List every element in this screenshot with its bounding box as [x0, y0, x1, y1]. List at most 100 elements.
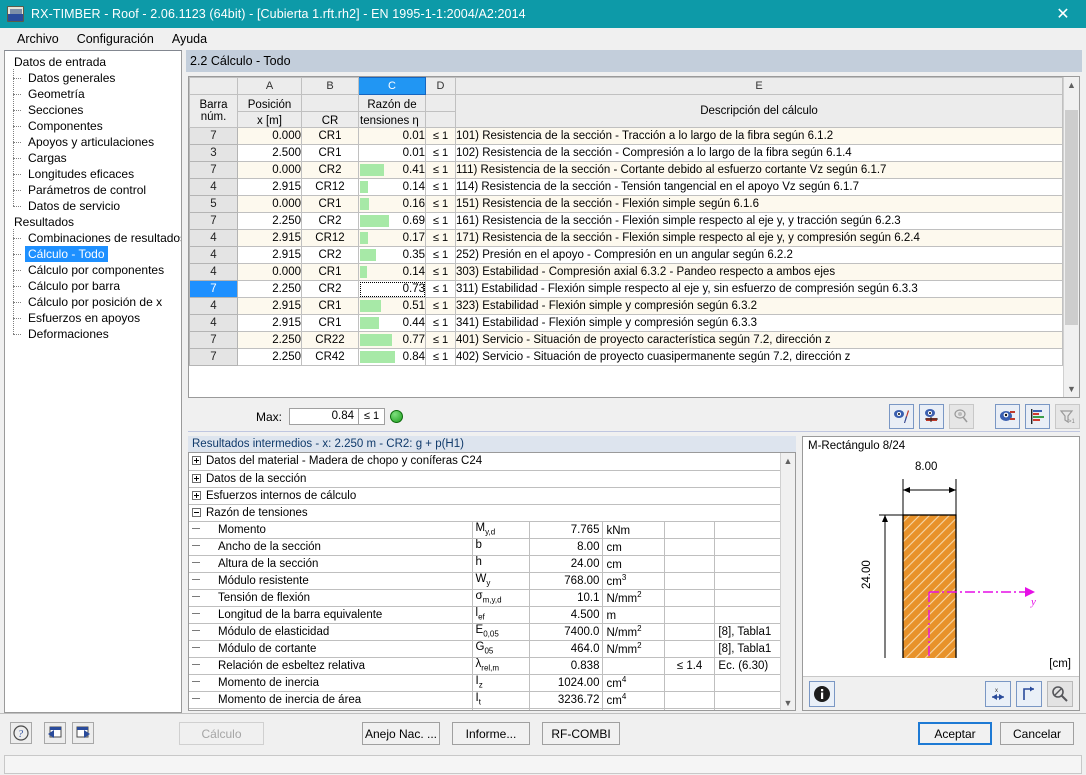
cell-descripcion[interactable]: 323) Estabilidad - Flexión simple y comp…: [455, 297, 1063, 315]
sidebar-item-componentes[interactable]: Componentes: [9, 117, 181, 134]
column-letter-b[interactable]: B: [301, 77, 359, 95]
sidebar-item-calculo-por-componentes[interactable]: Cálculo por componentes: [9, 261, 181, 278]
column-letter-c[interactable]: C: [358, 77, 426, 95]
table-row[interactable]: 4 0.000 CR1 0.14 ≤ 1 303) Estabilidad - …: [189, 263, 1063, 281]
cell-cr[interactable]: CR2: [301, 212, 359, 230]
cell-posicion[interactable]: 0.000: [237, 195, 302, 213]
cell-cr[interactable]: CR1: [301, 144, 359, 162]
list-item[interactable]: Tensión crítica de flexión σm,crit 34.2 …: [189, 708, 781, 710]
list-item[interactable]: Módulo de elasticidad E0,05 7400.0 N/mm2…: [189, 623, 781, 641]
cell-ratio[interactable]: 0.35: [358, 246, 426, 264]
cell-descripcion[interactable]: 114) Resistencia de la sección - Tensión…: [455, 178, 1063, 196]
list-item[interactable]: Altura de la sección h 24.00 cm: [189, 555, 781, 573]
navigation-tree[interactable]: Datos de entrada Datos generales Geometr…: [4, 50, 182, 713]
row-number[interactable]: 4: [189, 314, 238, 332]
row-number[interactable]: 7: [189, 212, 238, 230]
cell-ratio[interactable]: 0.84: [358, 348, 426, 366]
cell-ratio[interactable]: 0.44: [358, 314, 426, 332]
menu-item-configuracion[interactable]: Configuración: [76, 32, 154, 46]
group-datos-de-la-seccion[interactable]: Datos de la sección: [189, 470, 781, 488]
list-item[interactable]: Momento My,d 7.765 kNm: [189, 521, 781, 539]
column-letter-a[interactable]: A: [237, 77, 302, 95]
sidebar-item-geometria[interactable]: Geometría: [9, 85, 181, 102]
cell-cr[interactable]: CR42: [301, 348, 359, 366]
expand-icon[interactable]: [192, 473, 201, 483]
cell-cr[interactable]: CR22: [301, 331, 359, 349]
scroll-down-icon[interactable]: ▼: [1064, 381, 1079, 397]
group-row[interactable]: Datos del material - Madera de chopo y c…: [189, 453, 781, 471]
sidebar-item-calculo-por-posicion-de-x[interactable]: Cálculo por posición de x: [9, 293, 181, 310]
row-number[interactable]: 7: [189, 331, 238, 349]
menu-item-ayuda[interactable]: Ayuda: [171, 32, 208, 46]
cell-posicion[interactable]: 2.915: [237, 314, 302, 332]
table-row[interactable]: 7 2.250 CR2 0.73 ≤ 1 311) Estabilidad - …: [189, 280, 1063, 298]
row-number[interactable]: 5: [189, 195, 238, 213]
row-number[interactable]: 7: [189, 348, 238, 366]
table-row[interactable]: 7 0.000 CR2 0.41 ≤ 1 111) Resistencia de…: [189, 161, 1063, 179]
grid-corner[interactable]: [189, 77, 238, 95]
cell-cr[interactable]: CR1: [301, 297, 359, 315]
group-row[interactable]: Esfuerzos internos de cálculo: [189, 487, 781, 505]
table-row[interactable]: 5 0.000 CR1 0.16 ≤ 1 151) Resistencia de…: [189, 195, 1063, 213]
sidebar-item-datos-generales[interactable]: Datos generales: [9, 69, 181, 86]
sidebar-item-apoyos-y-articulaciones[interactable]: Apoyos y articulaciones: [9, 133, 181, 150]
list-item[interactable]: Tensión de flexión σm,y,d 10.1 N/mm2: [189, 589, 781, 607]
row-number[interactable]: 4: [189, 229, 238, 247]
cell-descripcion[interactable]: 401) Servicio - Situación de proyecto ca…: [455, 331, 1063, 349]
group-razon-de-tensiones[interactable]: Razón de tensiones: [189, 504, 781, 522]
sidebar-item-combinaciones-de-resultados[interactable]: Combinaciones de resultados: [9, 229, 181, 246]
next-window-button[interactable]: [72, 722, 94, 744]
cell-posicion[interactable]: 2.250: [237, 212, 302, 230]
table-row[interactable]: 4 2.915 CR12 0.14 ≤ 1 114) Resistencia d…: [189, 178, 1063, 196]
collapse-icon[interactable]: [192, 507, 201, 517]
cell-descripcion[interactable]: 402) Servicio - Situación de proyecto cu…: [455, 348, 1063, 366]
cell-ratio[interactable]: 0.16: [358, 195, 426, 213]
visibility-results-button[interactable]: [995, 404, 1020, 429]
row-number[interactable]: 4: [189, 297, 238, 315]
close-icon[interactable]: ✕: [1056, 4, 1070, 23]
cell-posicion[interactable]: 2.250: [237, 331, 302, 349]
cell-descripcion[interactable]: 311) Estabilidad - Flexión simple respec…: [455, 280, 1063, 298]
scroll-down-icon[interactable]: ▼: [783, 697, 793, 708]
table-row[interactable]: 4 2.915 CR2 0.35 ≤ 1 252) Presión en el …: [189, 246, 1063, 264]
tree-group-datos-de-entrada[interactable]: Datos de entrada: [9, 54, 181, 70]
cell-descripcion[interactable]: 341) Estabilidad - Flexión simple y comp…: [455, 314, 1063, 332]
sidebar-item-calculo-todo[interactable]: Cálculo - Todo: [9, 245, 181, 262]
table-row[interactable]: 4 2.915 CR1 0.51 ≤ 1 323) Estabilidad - …: [189, 297, 1063, 315]
cell-ratio[interactable]: 0.73: [358, 280, 426, 298]
table-row[interactable]: 7 2.250 CR42 0.84 ≤ 1 402) Servicio - Si…: [189, 348, 1063, 366]
row-number[interactable]: 4: [189, 263, 238, 281]
cell-descripcion[interactable]: 111) Resistencia de la sección - Cortant…: [455, 161, 1063, 179]
cross-section-viewer[interactable]: M-Rectángulo 8/24: [802, 436, 1080, 711]
sidebar-item-deformaciones[interactable]: Deformaciones: [9, 325, 181, 342]
table-row[interactable]: 7 2.250 CR2 0.69 ≤ 1 161) Resistencia de…: [189, 212, 1063, 230]
row-number[interactable]: 3: [189, 144, 238, 162]
cell-descripcion[interactable]: 252) Presión en el apoyo - Compresión en…: [455, 246, 1063, 264]
cancel-button[interactable]: Cancelar: [1000, 722, 1074, 745]
cell-cr[interactable]: CR1: [301, 314, 359, 332]
cell-ratio[interactable]: 0.51: [358, 297, 426, 315]
cell-descripcion[interactable]: 102) Resistencia de la sección - Compres…: [455, 144, 1063, 162]
cell-posicion[interactable]: 2.915: [237, 297, 302, 315]
cell-ratio[interactable]: 0.69: [358, 212, 426, 230]
help-button[interactable]: ?: [10, 722, 32, 744]
sidebar-item-parametros-de-control[interactable]: Parámetros de control: [9, 181, 181, 198]
cell-descripcion[interactable]: 303) Estabilidad - Compresión axial 6.3.…: [455, 263, 1063, 281]
cell-cr[interactable]: CR1: [301, 127, 359, 145]
group-row[interactable]: Razón de tensiones: [189, 504, 781, 522]
row-number[interactable]: 4: [189, 246, 238, 264]
view-results-3d-button[interactable]: [919, 404, 944, 429]
cell-ratio[interactable]: 0.01: [358, 127, 426, 145]
table-row[interactable]: 3 2.500 CR1 0.01 ≤ 1 102) Resistencia de…: [189, 144, 1063, 162]
cell-cr[interactable]: CR1: [301, 195, 359, 213]
cell-cr[interactable]: CR2: [301, 246, 359, 264]
sidebar-item-calculo-por-barra[interactable]: Cálculo por barra: [9, 277, 181, 294]
menu-item-archivo[interactable]: Archivo: [17, 32, 59, 46]
cell-ratio[interactable]: 0.17: [358, 229, 426, 247]
list-item[interactable]: Longitud de la barra equivalente lef 4.5…: [189, 606, 781, 624]
cell-posicion[interactable]: 2.250: [237, 280, 302, 298]
cell-posicion[interactable]: 2.915: [237, 229, 302, 247]
group-esfuerzos-internos[interactable]: Esfuerzos internos de cálculo: [189, 487, 781, 505]
table-row[interactable]: 4 2.915 CR1 0.44 ≤ 1 341) Estabilidad - …: [189, 314, 1063, 332]
table-row[interactable]: 7 0.000 CR1 0.01 ≤ 1 101) Resistencia de…: [189, 127, 1063, 145]
